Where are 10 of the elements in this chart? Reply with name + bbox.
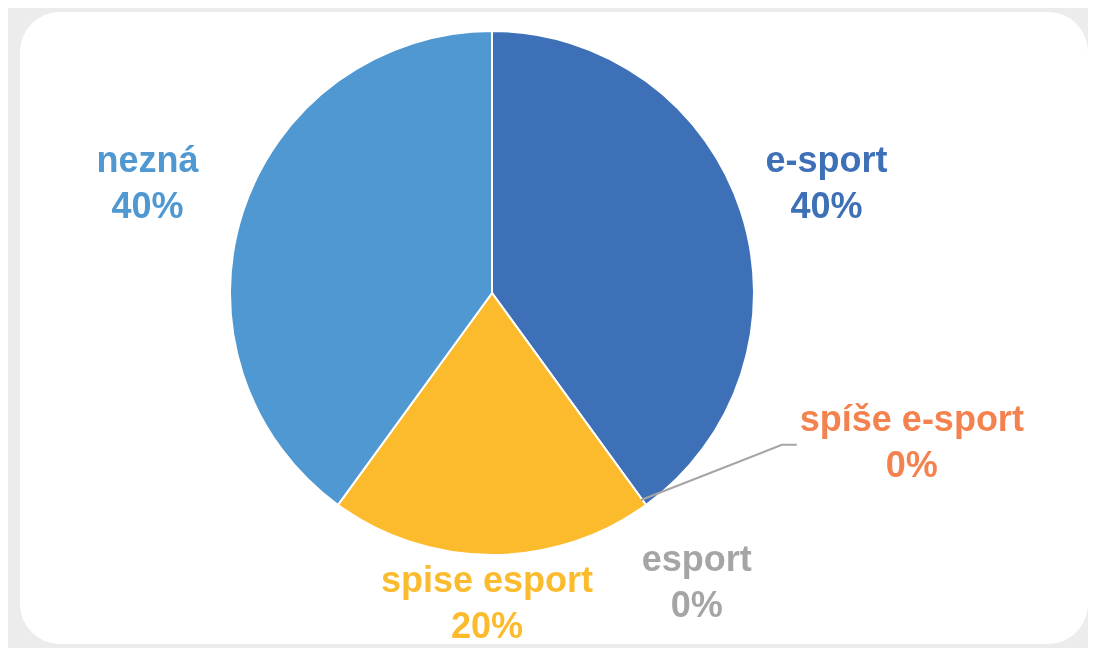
data-label: 40% [790, 184, 863, 226]
category-label: spíše e-sport [799, 397, 1024, 439]
slice-label: nezná [96, 138, 200, 180]
slice-label: spise esport [380, 559, 594, 600]
legend-label: esport [641, 537, 752, 579]
data-label: 40% [111, 184, 184, 226]
slice-label: e-sport [765, 138, 888, 180]
text: 0% [670, 583, 723, 625]
text: 0% [885, 443, 938, 485]
data-label: 20% [450, 605, 524, 646]
